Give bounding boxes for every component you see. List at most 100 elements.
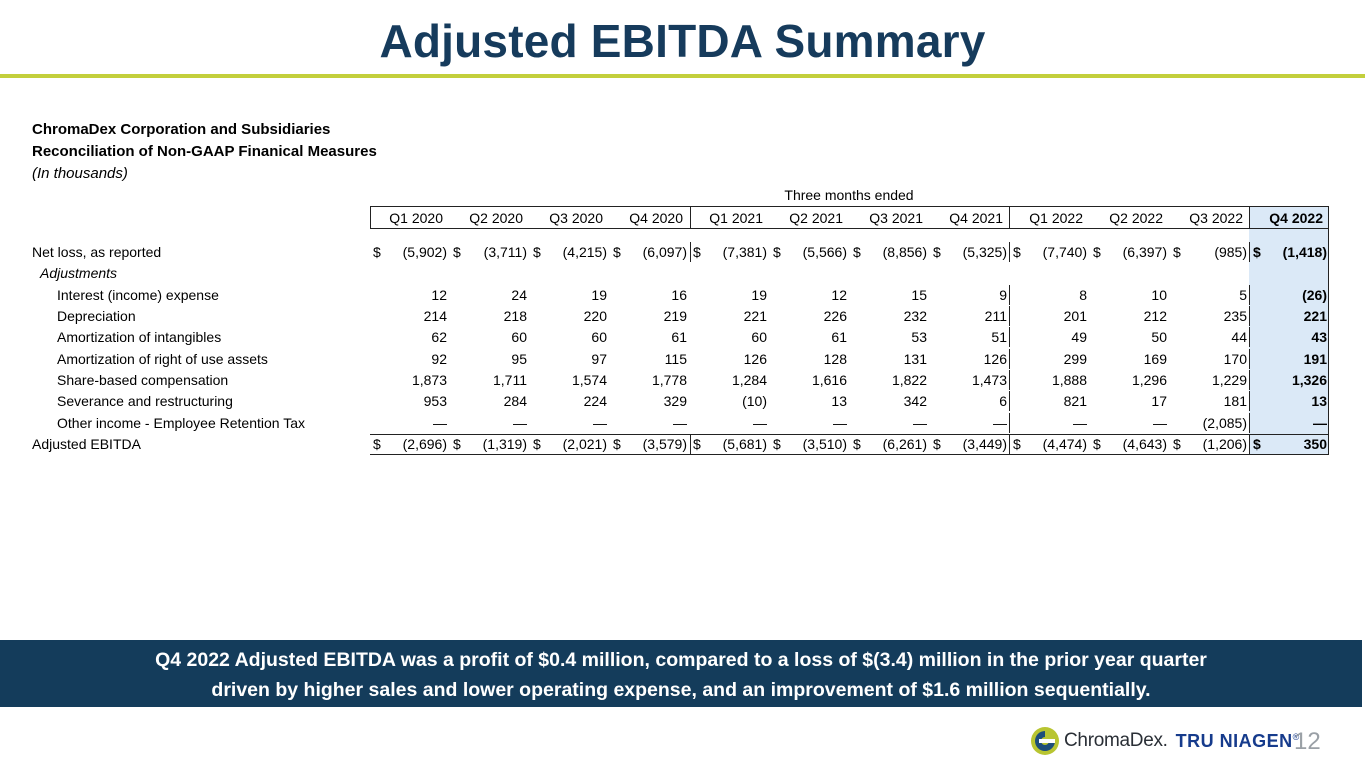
row-label: Amortization of intangibles: [57, 329, 222, 345]
table-cell: 24: [511, 287, 527, 303]
total-overline: [370, 434, 1329, 435]
dollar-sign: $: [933, 244, 941, 260]
table-cell: 224: [583, 393, 607, 409]
table-cell: 50: [1151, 329, 1167, 345]
table-cell: —: [673, 415, 687, 431]
table-subtitle: Reconciliation of Non-GAAP Finanical Mea…: [32, 143, 377, 160]
table-cell: 60: [751, 329, 767, 345]
dollar-sign: $: [693, 244, 701, 260]
dollar-sign: $: [533, 436, 541, 452]
dollar-sign: $: [1253, 244, 1261, 260]
row-group-separator: [1249, 327, 1250, 347]
table-cell: (5,902): [402, 244, 447, 260]
dollar-sign: $: [933, 436, 941, 452]
table-cell: 60: [511, 329, 527, 345]
row-group-separator: [690, 242, 691, 262]
column-header: Q2 2020: [469, 210, 523, 226]
table-cell: 169: [1143, 351, 1167, 367]
table-cell: 128: [823, 351, 847, 367]
column-header: Q4 2021: [949, 210, 1003, 226]
table-cell: 131: [903, 351, 927, 367]
table-cell: —: [1153, 415, 1167, 431]
summary-banner: Q4 2022 Adjusted EBITDA was a profit of …: [0, 640, 1362, 707]
table-cell: (3,449): [962, 436, 1007, 452]
table-cell: 201: [1063, 308, 1087, 324]
dollar-sign: $: [533, 244, 541, 260]
q4-2022-highlight: [1249, 206, 1329, 455]
table-cell: 19: [591, 287, 607, 303]
table-cell: 61: [671, 329, 687, 345]
column-header: Q3 2022: [1189, 210, 1243, 226]
table-cell: 10: [1151, 287, 1167, 303]
table-cell: —: [1313, 415, 1327, 431]
column-header: Q3 2021: [869, 210, 923, 226]
table-cell: (6,397): [1122, 244, 1167, 260]
table-cell: 8: [1079, 287, 1087, 303]
dollar-sign: $: [1013, 436, 1021, 452]
table-cell: 97: [591, 351, 607, 367]
table-cell: 60: [591, 329, 607, 345]
page-title: Adjusted EBITDA Summary: [379, 15, 986, 67]
table-cell: 1,229: [1211, 372, 1247, 388]
table-cell: 53: [911, 329, 927, 345]
table-cell: 284: [503, 393, 527, 409]
table-cell: 191: [1303, 351, 1327, 367]
table-cell: 214: [423, 308, 447, 324]
table-right-border: [1328, 206, 1329, 455]
table-cell: 12: [831, 287, 847, 303]
table-cell: 181: [1223, 393, 1247, 409]
table-cell: (4,643): [1122, 436, 1167, 452]
row-label: Depreciation: [57, 308, 136, 324]
row-group-separator: [1009, 242, 1010, 262]
dollar-sign: $: [853, 436, 861, 452]
table-cell: 115: [664, 351, 687, 367]
table-cell: (7,381): [722, 244, 767, 260]
dollar-sign: $: [613, 436, 621, 452]
row-group-separator: [1009, 349, 1010, 369]
dollar-sign: $: [1253, 436, 1261, 452]
table-cell: (5,325): [962, 244, 1007, 260]
column-header: Q2 2022: [1109, 210, 1163, 226]
table-cell: (3,711): [483, 244, 527, 260]
row-group-separator: [1249, 391, 1250, 411]
table-cell: 221: [743, 308, 767, 324]
column-header: Q4 2020: [629, 210, 683, 226]
table-cell: (2,696): [402, 436, 447, 452]
table-cell: 299: [1063, 351, 1087, 367]
table-cell: 6: [999, 393, 1007, 409]
table-cell: 16: [671, 287, 687, 303]
dollar-sign: $: [1173, 244, 1181, 260]
table-cell: 1,473: [971, 372, 1007, 388]
table-cell: (3,579): [642, 436, 687, 452]
table-cell: 329: [663, 393, 687, 409]
table-cell: —: [1073, 415, 1087, 431]
row-label: Adjustments: [40, 265, 118, 281]
table-cell: 1,296: [1131, 372, 1167, 388]
table-cell: (5,681): [722, 436, 767, 452]
row-group-separator: [1009, 391, 1010, 411]
dollar-sign: $: [1093, 436, 1101, 452]
table-cell: 219: [663, 308, 687, 324]
logo-product-text: TRU NIAGEN: [1175, 730, 1293, 751]
row-group-separator: [1009, 413, 1010, 433]
table-cell: 95: [511, 351, 527, 367]
column-header: Q2 2021: [789, 210, 843, 226]
table-cell: —: [913, 415, 927, 431]
table-cell: 15: [911, 287, 927, 303]
table-cell: (2,021): [562, 436, 607, 452]
table-cell: —: [433, 415, 447, 431]
table-cell: 232: [903, 308, 927, 324]
table-cell: 350: [1303, 436, 1327, 452]
table-cell: (4,474): [1042, 436, 1087, 452]
chromadex-logo: ChromaDex. TRU NIAGEN®: [1030, 726, 1300, 756]
row-group-separator: [1009, 306, 1010, 326]
dollar-sign: $: [853, 244, 861, 260]
table-cell: —: [753, 415, 767, 431]
table-cell: —: [593, 415, 607, 431]
units-note: (In thousands): [32, 165, 128, 182]
row-group-separator: [1009, 285, 1010, 305]
table-cell: (1,418): [1282, 244, 1327, 260]
table-cell: (1,319): [482, 436, 527, 452]
table-cell: 44: [1231, 329, 1247, 345]
table-cell: (1,206): [1202, 436, 1247, 452]
